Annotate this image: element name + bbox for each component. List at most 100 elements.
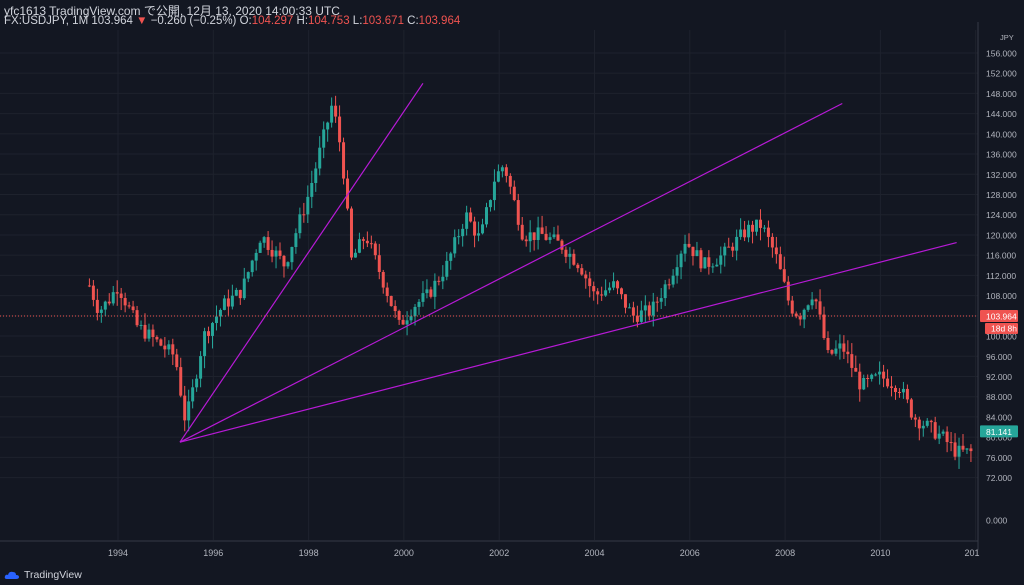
low-label: L:	[352, 15, 363, 27]
candle-body	[504, 167, 508, 176]
candle-body	[667, 284, 671, 286]
candle-body	[703, 257, 707, 269]
candle-body	[830, 350, 834, 354]
candle-body	[731, 246, 735, 251]
candle-body	[306, 196, 310, 215]
countdown-badge	[985, 323, 1018, 334]
candle-body	[397, 311, 401, 320]
tradingview-logo[interactable]: TradingView	[4, 569, 82, 581]
candle-body	[481, 224, 485, 234]
price-tick-label: 0.000	[986, 516, 1008, 526]
candle-body	[612, 281, 616, 288]
symbol-label[interactable]: FX:USDJPY, 1M 103.964	[4, 15, 133, 27]
candle-body	[544, 233, 548, 240]
time-tick-label: 2004	[584, 548, 604, 558]
candle-body	[620, 288, 624, 295]
candle-body	[393, 306, 397, 312]
candle-body	[127, 305, 131, 307]
candle-body	[222, 298, 226, 310]
candle-body	[762, 227, 766, 229]
ohlc-legend: FX:USDJPY, 1M 103.964 ▼ −0.260 (−0.25%) …	[4, 15, 460, 27]
candle-body	[238, 289, 242, 299]
candle-body	[798, 316, 802, 320]
candle-body	[850, 354, 854, 368]
candle-body	[207, 331, 211, 336]
candle-body	[330, 105, 334, 123]
candle-body	[270, 249, 274, 257]
price-axis[interactable]	[978, 22, 1024, 562]
candle-body	[727, 246, 731, 248]
candle-body	[353, 252, 357, 258]
time-tick-label: 2000	[394, 548, 414, 558]
candle-body	[496, 171, 500, 182]
time-tick-label: 2008	[775, 548, 795, 558]
candle-body	[905, 388, 909, 400]
candle-body	[743, 229, 747, 238]
time-tick-label: 2002	[489, 548, 509, 558]
candle-body	[576, 264, 580, 269]
candle-body	[691, 246, 695, 257]
trendline[interactable]	[179, 241, 957, 443]
candle-body	[242, 278, 246, 299]
candle-body	[814, 299, 818, 302]
candle-body	[941, 431, 945, 434]
candle-body	[477, 233, 481, 236]
candle-body	[473, 221, 477, 236]
candle-body	[151, 329, 155, 338]
candle-body	[818, 301, 822, 315]
candle-body	[500, 167, 504, 172]
candle-body	[508, 175, 512, 187]
candle-body	[421, 293, 425, 302]
candle-body	[810, 299, 814, 306]
candle-body	[357, 239, 361, 253]
candle-body	[266, 237, 270, 250]
candle-body	[945, 431, 949, 443]
candle-body	[492, 181, 496, 201]
candle-body	[250, 260, 254, 273]
candle-body	[687, 243, 691, 247]
price-tick-label: 136.000	[986, 150, 1017, 160]
candle-body	[135, 310, 139, 326]
candle-body	[854, 367, 858, 372]
price-tick-label: 112.000	[986, 271, 1016, 281]
candle-body	[211, 323, 215, 336]
candle-body	[159, 339, 163, 346]
price-tick-label: 88.000	[986, 392, 1012, 402]
candle-body	[770, 236, 774, 248]
price-tick-label: 96.000	[986, 352, 1012, 362]
candle-body	[909, 399, 913, 418]
candle-body	[302, 214, 306, 216]
candle-body	[119, 293, 123, 298]
candle-body	[623, 294, 627, 308]
candle-body	[683, 243, 687, 254]
candle-body	[195, 378, 199, 388]
candle-body	[715, 264, 719, 267]
candle-body	[659, 298, 663, 302]
candle-body	[282, 255, 286, 267]
candle-body	[560, 240, 564, 250]
candle-body	[806, 305, 810, 310]
candle-body	[870, 374, 874, 379]
candle-body	[175, 354, 179, 368]
candle-body	[465, 212, 469, 229]
time-tick-label: 2006	[680, 548, 700, 558]
trendline[interactable]	[179, 102, 843, 443]
candle-body	[635, 315, 639, 322]
candle-body	[437, 280, 441, 282]
candle-body	[461, 228, 465, 237]
price-tick-label: 108.000	[986, 291, 1017, 301]
close-label: C:	[407, 15, 419, 27]
candle-body	[925, 420, 929, 426]
candle-body	[556, 234, 560, 241]
candle-body	[671, 275, 675, 285]
candle-body	[183, 395, 187, 421]
candle-body	[965, 448, 969, 450]
candle-body	[369, 243, 373, 245]
candle-body	[326, 122, 330, 130]
time-tick-label: 201	[964, 548, 979, 558]
candle-body	[953, 442, 957, 457]
candle-body	[115, 292, 119, 294]
candle-body	[131, 306, 135, 311]
trendline[interactable]	[179, 82, 424, 443]
